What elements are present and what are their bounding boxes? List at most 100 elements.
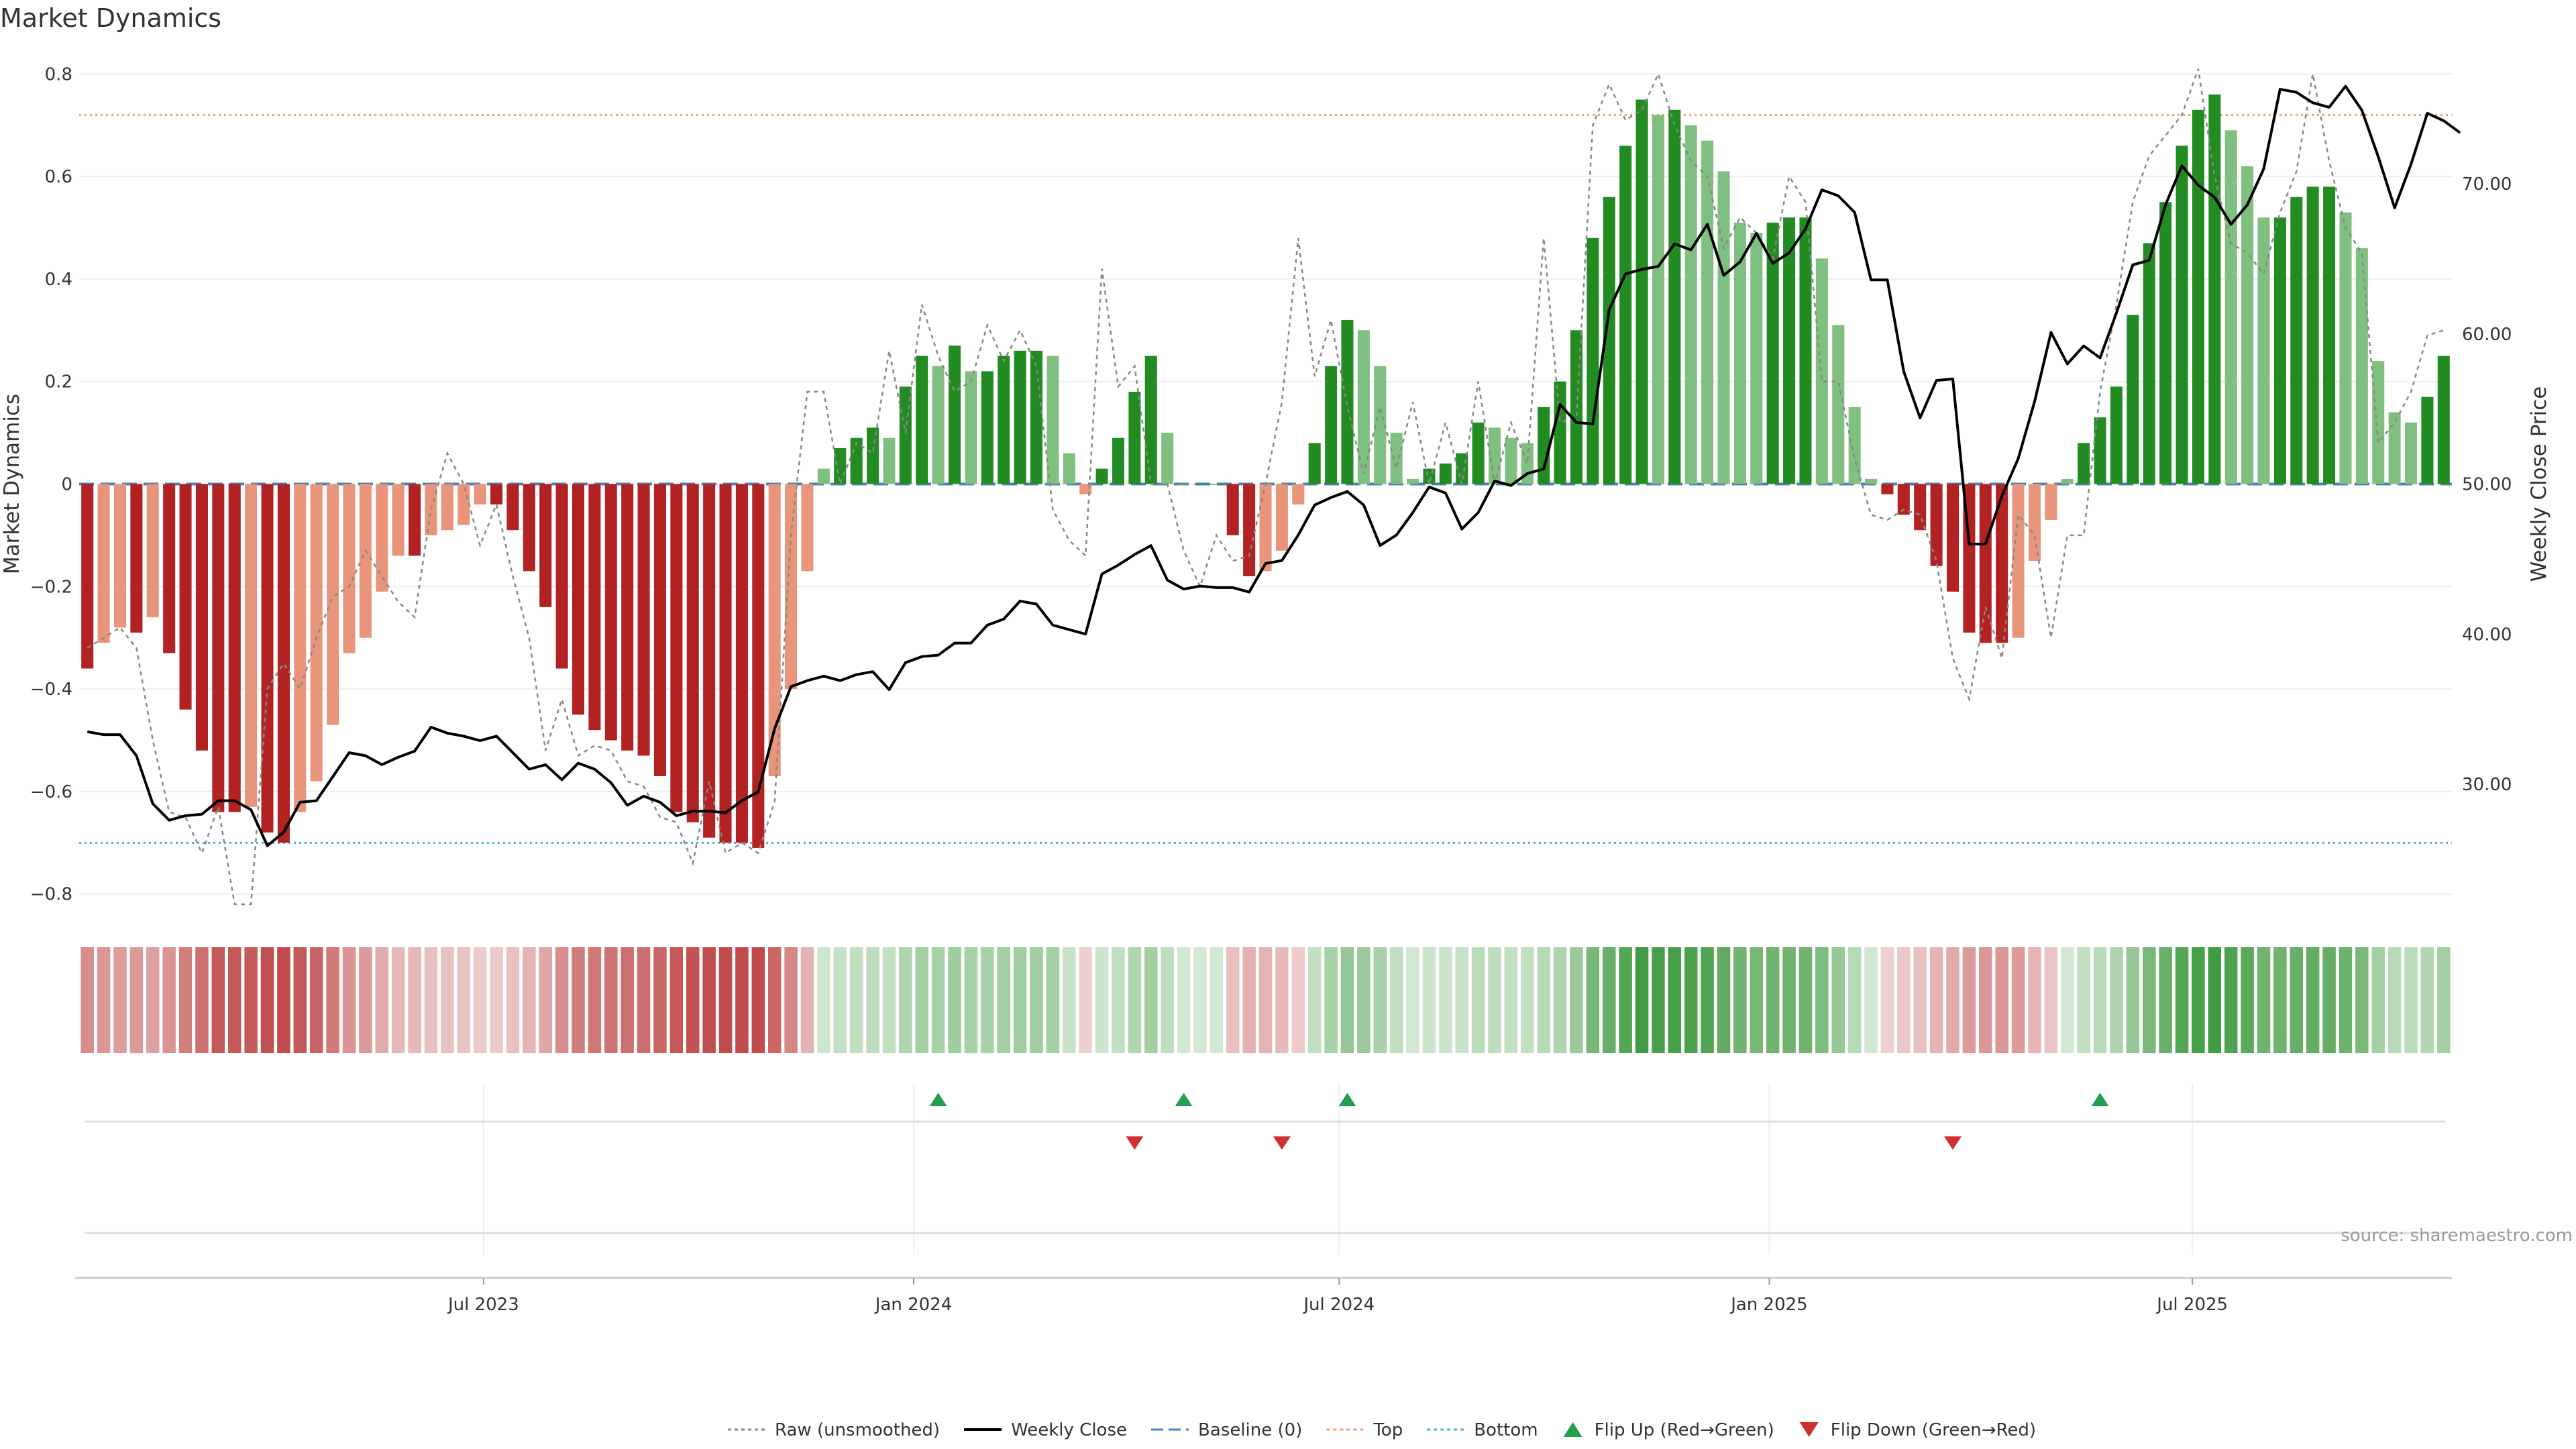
heat-cell <box>2159 947 2172 1053</box>
flip-up-marker <box>2091 1093 2109 1106</box>
bar <box>1341 320 1354 484</box>
bar <box>2404 422 2418 484</box>
bar <box>1292 484 1305 505</box>
heat-cell <box>277 947 290 1053</box>
bar <box>899 386 912 484</box>
heat-cell <box>899 947 912 1053</box>
bar <box>1979 484 1992 643</box>
heat-cell <box>162 947 176 1053</box>
heat-cell <box>1357 947 1371 1053</box>
bar <box>1946 484 1960 592</box>
heat-cell <box>1226 947 1240 1053</box>
bar <box>327 484 339 725</box>
bar <box>2159 202 2172 484</box>
heat-cell <box>1619 947 1632 1053</box>
flip-up-marker <box>1175 1093 1193 1106</box>
bar <box>163 484 176 653</box>
heat-cell <box>1242 947 1256 1053</box>
bar <box>97 484 110 643</box>
bar <box>1668 109 1681 484</box>
x-tick-label: Jul 2023 <box>447 1295 519 1315</box>
heat-cell <box>572 947 585 1053</box>
heat-cell <box>653 947 667 1053</box>
heat-cell <box>1373 947 1387 1053</box>
heat-cell <box>2420 947 2434 1053</box>
bar <box>867 427 879 484</box>
bar <box>2421 396 2434 484</box>
bar <box>1407 478 1419 484</box>
heat-cell <box>1815 947 1829 1053</box>
heat-cell <box>227 947 241 1053</box>
heat-cell <box>1406 947 1419 1053</box>
bar <box>1014 350 1026 484</box>
bar <box>621 484 634 751</box>
heat-cell <box>97 947 111 1053</box>
raw-series-line <box>87 68 2445 906</box>
heat-cell <box>702 947 716 1053</box>
legend-label: Flip Up (Red→Green) <box>1595 1420 1774 1440</box>
bar <box>1063 453 1075 484</box>
heat-cell <box>326 947 339 1053</box>
legend-item: Baseline (0) <box>1151 1420 1302 1440</box>
left-tick-label: 0.8 <box>45 64 72 85</box>
heat-cell <box>1258 947 1273 1053</box>
heat-cell <box>1307 947 1322 1053</box>
heat-cell <box>2355 947 2369 1053</box>
bar <box>588 484 601 731</box>
heat-cell <box>178 947 193 1053</box>
legend-item: Bottom <box>1427 1420 1538 1440</box>
bar <box>1750 233 1763 484</box>
heat-cell <box>1701 947 1714 1053</box>
heat-cell <box>113 947 127 1053</box>
bar <box>1390 433 1403 484</box>
bar <box>1881 484 1894 494</box>
x-tick-label: Jan 2024 <box>874 1295 953 1315</box>
legend-label: Flip Down (Green→Red) <box>1831 1420 2036 1440</box>
bar <box>653 484 666 776</box>
bar <box>981 371 994 484</box>
bar <box>1193 484 1206 485</box>
bar <box>637 484 650 756</box>
bar <box>1848 407 1861 484</box>
bar <box>277 484 290 843</box>
heat-cell <box>604 947 618 1053</box>
heat-cell <box>1979 947 1992 1053</box>
heat-cell <box>1046 947 1060 1053</box>
bar <box>2372 361 2385 484</box>
legend-label: Weekly Close <box>1011 1420 1127 1440</box>
heat-cell <box>1897 947 1911 1053</box>
heat-cell <box>2290 947 2304 1053</box>
bar <box>1505 437 1517 484</box>
bar <box>1488 427 1501 484</box>
bar <box>2241 166 2254 484</box>
bar <box>376 484 388 592</box>
bar <box>785 484 798 690</box>
heat-cell <box>2322 947 2336 1053</box>
bar <box>998 356 1010 484</box>
right-tick-label: 50.00 <box>2462 475 2512 495</box>
heat-cell <box>2011 947 2025 1053</box>
heat-cell <box>2208 947 2222 1053</box>
heat-cell <box>1340 947 1354 1053</box>
bars <box>81 94 2450 848</box>
heat-cell <box>1995 947 2008 1053</box>
legend: Raw (unsmoothed) Weekly Close Baseline (0)… <box>728 1420 2036 1440</box>
bar <box>1652 115 1664 484</box>
chart-title: Market Dynamics <box>0 3 221 33</box>
heat-cell <box>1750 947 1764 1053</box>
bar <box>1030 350 1043 484</box>
heat-cell <box>1799 947 1813 1053</box>
heat-cell <box>391 947 405 1053</box>
heat-cell <box>1602 947 1616 1053</box>
bar <box>1259 484 1272 572</box>
heat-cell <box>457 947 470 1053</box>
flip-down-marker <box>1126 1136 1144 1150</box>
legend-label: Bottom <box>1474 1420 1538 1440</box>
bar <box>1538 407 1550 484</box>
bar <box>212 484 225 812</box>
heat-cell <box>2028 947 2041 1053</box>
heat-cell <box>1439 947 1452 1053</box>
bar <box>1684 125 1697 484</box>
bar <box>817 468 830 484</box>
bar <box>1128 391 1141 484</box>
